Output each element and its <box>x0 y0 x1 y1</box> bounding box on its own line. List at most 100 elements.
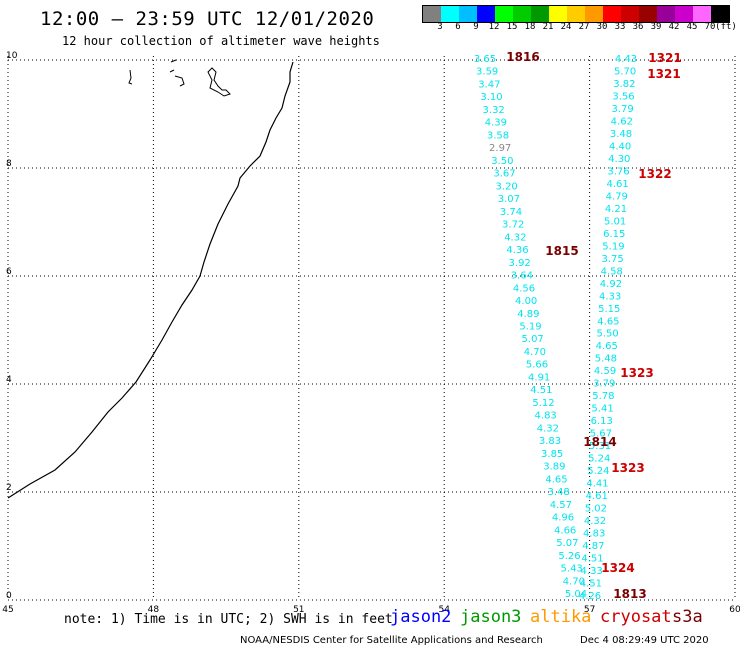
legend-swatch <box>423 6 441 22</box>
legend-label: 42 <box>668 22 680 32</box>
x-tick-label: 51 <box>293 605 304 615</box>
swh-value: 4.36 <box>506 245 528 256</box>
legend-label: 15 <box>506 22 518 32</box>
swh-value: 5.01 <box>604 216 626 227</box>
x-tick-label: 57 <box>584 605 595 615</box>
legend-swatch <box>639 6 657 22</box>
swh-value: 3.65 <box>474 54 496 65</box>
y-tick-label: 8 <box>6 159 12 169</box>
legend-label: 18 <box>524 22 536 32</box>
swh-value: 4.62 <box>611 116 633 127</box>
swh-value: 3.32 <box>483 105 505 116</box>
swh-value: 5.04 <box>565 589 587 600</box>
swh-value: 4.32 <box>584 516 606 527</box>
legend-swatch <box>495 6 513 22</box>
swh-value: 4.87 <box>582 541 604 552</box>
legend-label: 24 <box>560 22 572 32</box>
pass-time-label: 1323 <box>611 461 644 475</box>
legend-swatch <box>441 6 459 22</box>
swh-value: 4.65 <box>545 474 567 485</box>
swh-value: 3.10 <box>480 92 502 103</box>
swh-value: 4.66 <box>554 525 576 536</box>
legend-swatch <box>657 6 675 22</box>
swh-value: 3.75 <box>601 254 623 265</box>
swh-value: 4.41 <box>586 479 608 490</box>
swh-value: 5.78 <box>592 391 614 402</box>
swh-value: 3.72 <box>502 220 524 231</box>
legend-label: 30 <box>596 22 608 32</box>
legend-label: 3 <box>437 22 443 32</box>
swh-value: 3.74 <box>500 207 522 218</box>
altimeter-track-east: 4.435.703.823.563.794.623.484.404.303.76… <box>579 54 637 602</box>
legend-label: 70 <box>704 22 716 32</box>
legend-swatch <box>693 6 711 22</box>
swh-value: 4.33 <box>581 566 603 577</box>
swh-value: 5.48 <box>595 354 617 365</box>
swh-value: 4.91 <box>528 372 550 383</box>
swh-value: 3.20 <box>496 181 518 192</box>
y-tick-label: 6 <box>6 267 12 277</box>
swh-value: 3.85 <box>541 449 563 460</box>
swh-value: 4.79 <box>606 191 628 202</box>
pass-time-label: 1321 <box>648 51 681 65</box>
swh-value: 4.51 <box>580 579 602 590</box>
legend-unit: (ft) <box>715 22 737 32</box>
island-2 <box>169 59 185 87</box>
altimeter-track-west: 3.65 3.593.47 3.10 3.32 4.393.58 2.97 3.50 3.67… <box>474 54 587 600</box>
legend-label: 33 <box>614 22 626 32</box>
satellite-name: altika <box>530 607 592 627</box>
swh-value: 4.59 <box>594 366 616 377</box>
swh-value: 3.07 <box>498 194 520 205</box>
swh-value: 4.92 <box>600 279 622 290</box>
pass-time-label: 1323 <box>620 366 653 380</box>
swh-value: 4.58 <box>601 266 623 277</box>
swh-value: 4.51 <box>530 385 552 396</box>
map-title: 12:00 — 23:59 UTC 12/01/2020 <box>40 8 375 30</box>
swh-value: 4.65 <box>596 341 618 352</box>
satellite-name: cryosat <box>600 607 672 627</box>
legend-swatch <box>549 6 567 22</box>
pass-time-labels: 1816 1321 1321 1322 1815 1323 1814 1323 1324 1813 <box>506 50 681 601</box>
swh-value: 5.66 <box>526 360 548 371</box>
swh-value: 4.40 <box>609 141 631 152</box>
legend-swatch <box>531 6 549 22</box>
footer-note: note: 1) Time is in UTC; 2) SWH is in fe… <box>64 612 393 627</box>
swh-value: 3.83 <box>539 436 561 447</box>
map-subtitle: 12 hour collection of altimeter wave hei… <box>62 34 380 48</box>
satellite-name: jason2 <box>390 607 452 627</box>
credit-line: NOAA/NESDIS Center for Satellite Applica… <box>240 635 543 646</box>
swh-value: 3.92 <box>509 258 531 269</box>
swh-value: 6.13 <box>591 416 613 427</box>
swh-value: 4.83 <box>583 529 605 540</box>
legend-swatch <box>513 6 531 22</box>
swh-value: 3.48 <box>610 129 632 140</box>
swh-value: 3.56 <box>612 91 634 102</box>
swh-value: 5.24 <box>588 454 610 465</box>
swh-value: 5.43 <box>561 564 583 575</box>
legend-label: 27 <box>578 22 590 32</box>
swh-value: 5.70 <box>614 66 636 77</box>
swh-value: 3.64 <box>511 271 533 282</box>
legend-label: 39 <box>650 22 662 32</box>
swh-value: 4.70 <box>563 576 585 587</box>
swh-value: 3.67 <box>493 169 515 180</box>
swh-value: 3.50 <box>491 156 513 167</box>
swh-value: 3.47 <box>478 79 500 90</box>
pass-time-label: 1813 <box>613 587 646 601</box>
color-scale-legend <box>422 5 730 23</box>
swh-value: 3.89 <box>543 462 565 473</box>
swh-value: 5.50 <box>596 329 618 340</box>
swh-value: 4.26 <box>579 591 601 602</box>
swh-value: 4.61 <box>606 179 628 190</box>
swh-value: 4.33 <box>599 291 621 302</box>
swh-value: 4.30 <box>608 154 630 165</box>
legend-swatch <box>459 6 477 22</box>
swh-value: 5.02 <box>585 504 607 515</box>
swh-value: 4.65 <box>597 316 619 327</box>
legend-swatch <box>585 6 603 22</box>
swh-value: 4.83 <box>535 411 557 422</box>
legend-label: 6 <box>455 22 461 32</box>
legend-label: 21 <box>542 22 554 32</box>
satellite-name: jason3 <box>460 607 522 627</box>
